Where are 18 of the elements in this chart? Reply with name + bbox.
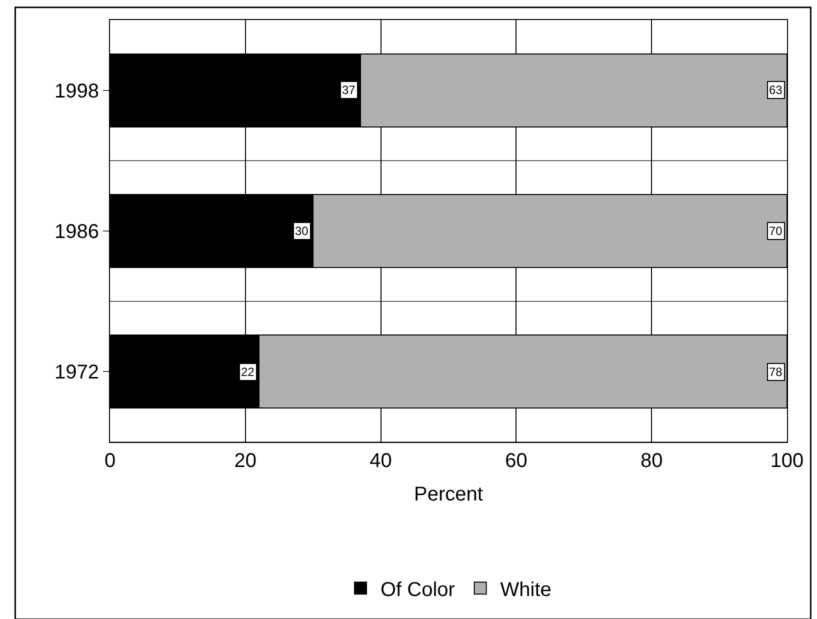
y-tick-label: 1972 [54, 362, 99, 384]
data-label: 78 [769, 365, 783, 379]
data-label: 22 [241, 365, 255, 379]
y-tick-label: 1998 [54, 80, 99, 102]
data-label: 37 [342, 83, 356, 97]
y-tick-label: 1986 [54, 221, 99, 243]
x-tick-label: 20 [234, 450, 257, 472]
x-tick-label: 60 [505, 450, 528, 472]
legend-label: White [500, 578, 552, 601]
x-tick-label: 40 [370, 450, 392, 472]
x-tick-label: 100 [770, 450, 804, 472]
data-label: 30 [295, 224, 309, 238]
data-label: 70 [769, 224, 783, 238]
x-tick-label: 80 [640, 450, 663, 472]
data-label: 63 [769, 83, 783, 97]
legend-label: Of Color [380, 578, 456, 601]
x-tick-label: 0 [104, 450, 116, 472]
x-axis-title: Percent [414, 484, 484, 506]
